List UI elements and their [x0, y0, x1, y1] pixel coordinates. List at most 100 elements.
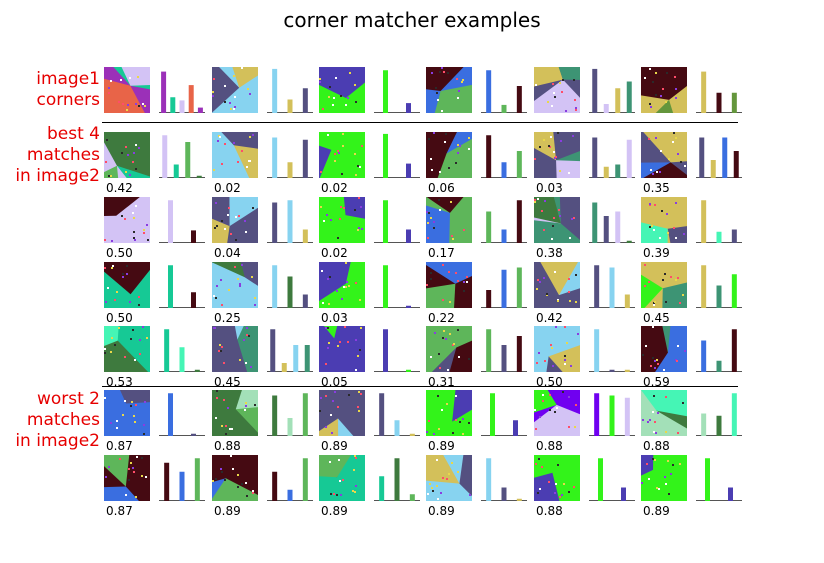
tile-speckle: [118, 327, 120, 329]
best-match-row-1-histogram-chart: [159, 135, 205, 178]
worst-match-row-1-tile: [212, 390, 258, 436]
tile-speckle: [239, 285, 241, 287]
tile-speckle: [221, 220, 223, 222]
best-match-row-1-score-label: 0.03: [536, 181, 563, 195]
tile-speckle: [135, 168, 137, 170]
best-match-row-2-score-label: 0.17: [428, 246, 455, 260]
best-match-row-1-tile: [104, 132, 150, 178]
tile-speckle: [340, 206, 342, 208]
best-match-row-4-tile: [426, 326, 472, 372]
tile-speckle: [554, 411, 556, 413]
tile-speckle: [215, 417, 217, 419]
histogram-bar: [379, 476, 385, 501]
tile-speckle: [125, 494, 127, 496]
tile-speckle: [663, 369, 665, 371]
tile-speckle: [654, 367, 656, 369]
tile-speckle: [120, 79, 122, 81]
tile-region: [534, 67, 563, 87]
tile-speckle: [237, 486, 239, 488]
tile-speckle: [323, 220, 325, 222]
best-match-row-1-score-label: 0.02: [321, 181, 348, 195]
tile-region: [323, 326, 338, 339]
tile-region: [667, 226, 687, 243]
tile-speckle: [128, 468, 130, 470]
tile-speckle: [448, 271, 450, 273]
tile-speckle: [426, 211, 428, 213]
tile-speckle: [146, 337, 148, 339]
tile-speckle: [653, 304, 655, 306]
best-match-row-1-histogram: [481, 132, 527, 178]
tile-speckle: [104, 267, 106, 269]
tile-speckle: [355, 369, 357, 371]
histogram-bar: [516, 267, 522, 308]
tile-speckle: [430, 272, 432, 274]
tile-speckle: [104, 348, 106, 350]
tile-speckle: [645, 345, 647, 347]
tile-speckle: [215, 297, 217, 299]
tile-speckle: [328, 342, 330, 344]
tile-speckle: [221, 304, 223, 306]
tile-speckle: [139, 353, 141, 355]
best-match-row-2-histogram: [159, 197, 205, 243]
tile-speckle: [144, 401, 146, 403]
tile-speckle: [543, 277, 545, 279]
tile-region: [319, 67, 365, 98]
tile-speckle: [347, 341, 349, 343]
tile-region: [643, 162, 687, 178]
histogram-bar: [594, 265, 600, 308]
tile-speckle: [212, 480, 214, 482]
tile-speckle: [543, 229, 545, 231]
tile-speckle: [662, 279, 664, 281]
best-match-row-1-image-patch: [426, 132, 472, 178]
tile-speckle: [138, 296, 140, 298]
best-match-row-1-image-patch: [534, 132, 580, 178]
query-histogram: [267, 67, 313, 113]
histogram-bar: [516, 200, 522, 243]
tile-speckle: [553, 217, 555, 219]
tile-speckle: [358, 197, 360, 199]
query-histogram-chart: [696, 71, 742, 113]
best-match-row-4-image-patch: [212, 326, 258, 372]
best-match-row-1-image-patch: [319, 132, 365, 178]
tile-speckle: [228, 207, 230, 209]
tile-speckle: [331, 432, 333, 434]
histogram-bar: [513, 420, 518, 436]
worst-match-row-1-histogram: [159, 390, 205, 436]
tile-speckle: [127, 154, 129, 156]
tile-speckle: [344, 326, 346, 328]
tile-speckle: [133, 231, 135, 233]
tile-speckle: [237, 278, 239, 280]
histogram-bar: [164, 329, 170, 372]
tile-speckle: [431, 487, 433, 489]
tile-speckle: [129, 301, 131, 303]
histogram-bar: [516, 86, 522, 113]
tile-speckle: [234, 106, 236, 108]
tile-speckle: [325, 426, 327, 428]
tile-speckle: [339, 218, 341, 220]
best-match-row-4-histogram: [267, 326, 313, 372]
tile-speckle: [141, 475, 143, 477]
tile-speckle: [564, 363, 566, 365]
tile-speckle: [657, 363, 659, 365]
tile-region: [641, 455, 654, 476]
tile-speckle: [667, 460, 669, 462]
histogram-bar: [194, 458, 200, 501]
tile-speckle: [224, 101, 226, 103]
best-match-row-1-histogram-chart: [267, 137, 313, 178]
tile-speckle: [458, 90, 460, 92]
tile-speckle: [329, 86, 331, 88]
tile-speckle: [552, 365, 554, 367]
tile-speckle: [325, 327, 327, 329]
best-row-label-line1: best 4: [47, 124, 100, 144]
best-match-row-4-score-label: 0.50: [536, 375, 563, 389]
tile-speckle: [326, 214, 328, 216]
tile-speckle: [665, 301, 667, 303]
histogram-bar: [304, 345, 310, 372]
histogram-bar: [173, 164, 179, 178]
tile-region: [558, 67, 580, 80]
tile-speckle: [544, 200, 546, 202]
tile-speckle: [143, 232, 145, 234]
tile-speckle: [337, 237, 339, 239]
histogram-bar: [168, 393, 173, 436]
tile-speckle: [339, 480, 341, 482]
